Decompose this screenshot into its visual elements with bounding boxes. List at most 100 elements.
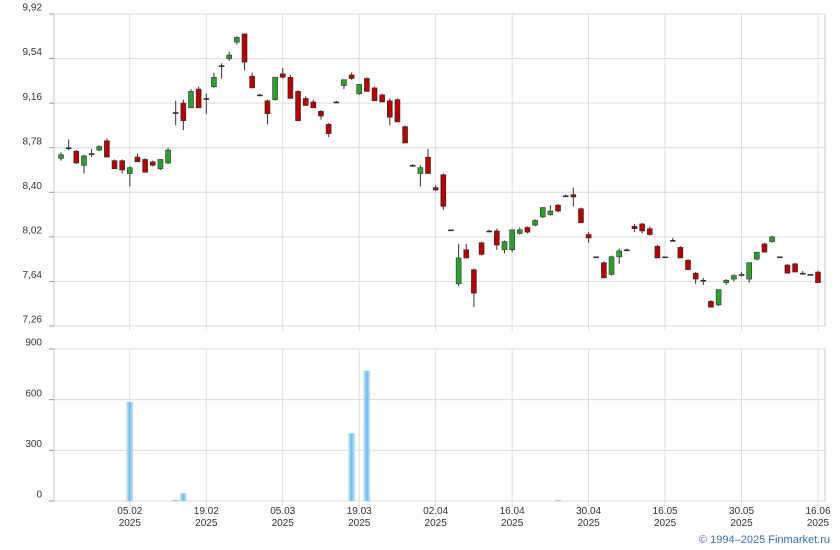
candle-body [165,149,171,164]
volume-bar [126,402,133,502]
candle-body [241,33,248,63]
candle-body [432,187,439,191]
candle-body [486,230,493,233]
candle-body [364,78,370,92]
x-tick-label: 19.02 2025 [193,506,219,529]
candle-body [65,147,72,150]
candle-body [172,112,179,114]
volume-bar [172,500,179,502]
candle-body [142,159,148,173]
candle-body [394,99,401,123]
y-tick-label: 8,02 [23,225,43,236]
candle-body [708,301,714,308]
candle-body [799,272,806,275]
candle-body [700,279,707,282]
candle-body [578,208,584,224]
x-tick-label: 05.03 2025 [270,506,296,529]
x-tick-label: 16.04 2025 [499,506,525,529]
y-tick-label: 9,16 [23,92,43,103]
candle-body [646,228,653,235]
x-tick-label: 30.05 2025 [729,506,755,529]
candle-body [119,160,125,171]
candle-body [402,126,408,144]
y-tick-label: 9,92 [23,3,43,14]
candle-body [769,236,775,242]
candle-body [287,77,294,99]
candle-body [318,111,324,117]
candle-body [639,223,645,232]
y-tick-label: 7,64 [23,270,43,281]
candle-body [516,229,523,234]
candle-body [73,150,80,164]
x-tick-label: 16.05 2025 [652,506,678,529]
plot-area [53,13,826,327]
candle-body [417,167,424,174]
candle-body [562,195,569,198]
candle-body [616,250,622,258]
candle-body [96,146,103,151]
candle-body [532,220,538,226]
candle-body [149,161,156,166]
candle-body [302,98,309,106]
candle-body [776,256,783,259]
candle-body [379,94,385,103]
candle-body [631,226,638,229]
candle-body [715,289,722,306]
candle-body [409,165,416,167]
candle-body [601,262,607,279]
y-tick-label: 300 [25,439,42,450]
candle-body [264,100,271,114]
volume-bar [554,500,562,502]
candle-body [425,156,431,174]
candle-body [731,275,737,280]
candle-body [81,155,87,166]
candle-body [88,153,95,155]
plot-area [53,348,826,502]
candle-body [463,249,470,259]
candle-body [371,87,378,102]
candle-body [761,243,768,253]
candle-body [180,102,187,122]
candle-body [524,227,531,233]
candle-body [547,210,554,215]
x-tick-label: 30.04 2025 [576,506,602,529]
candle-body [685,260,691,270]
candle-body [134,156,141,163]
candle-body [624,249,630,252]
candle-body [509,229,515,251]
candle-body [784,264,791,274]
candle-body [746,262,752,280]
candle-body [455,257,462,285]
candle-body [723,279,730,283]
candle-body [211,77,217,88]
candle-body [58,154,64,159]
y-tick-label: 7,26 [23,315,43,326]
candle-body [654,245,661,259]
footer: © 1994–2025 Finmarket.ru [698,534,830,546]
candle-body [218,65,225,67]
candle-body [325,123,332,134]
candle-body [440,174,447,207]
candle-body [226,54,233,59]
candle-body [570,194,577,198]
candle-body [478,242,485,255]
candle-body [310,101,317,109]
candle-body [356,84,363,95]
y-tick-label: 9,54 [23,47,43,58]
candle-body [815,271,821,283]
candle-body [539,207,546,218]
candle-body [127,167,133,174]
candle-body [608,256,615,275]
candle-body [157,159,164,170]
x-tick-label: 02.04 2025 [423,506,449,529]
candle-body [692,272,699,280]
candle-body [593,256,600,259]
y-tick-label: 8,40 [23,181,43,192]
candle-body [272,77,278,100]
candle-body [348,74,355,79]
candle-body [111,160,118,170]
volume-bar [180,493,187,502]
candle-body [341,79,347,86]
candle-body [807,274,814,276]
